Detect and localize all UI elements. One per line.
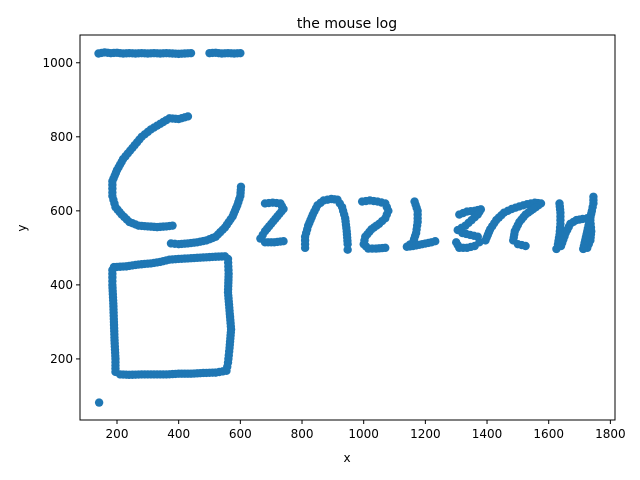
data-point <box>279 236 288 246</box>
data-point <box>186 48 196 58</box>
y-tick-label: 600 <box>50 204 73 218</box>
y-tick-label: 200 <box>50 352 73 366</box>
data-point <box>236 182 246 191</box>
x-tick-label: 1200 <box>410 427 441 441</box>
data-point <box>431 236 440 246</box>
data-point <box>343 245 352 254</box>
x-tick-label: 1600 <box>533 427 564 441</box>
x-tick-label: 800 <box>291 427 314 441</box>
data-point <box>451 238 461 247</box>
data-point <box>589 192 598 201</box>
x-tick-label: 200 <box>106 427 129 441</box>
chart-title: the mouse log <box>297 16 397 32</box>
x-tick-label: 1400 <box>472 427 503 441</box>
y-tick-label: 1000 <box>42 56 73 70</box>
y-tick-label: 800 <box>50 130 73 144</box>
data-point <box>381 243 390 253</box>
data-point <box>521 241 530 251</box>
y-tick-label: 400 <box>50 278 73 292</box>
x-tick-label: 1800 <box>595 427 626 441</box>
x-axis-ticks: 200 400 600 800 1000 1200 1400 1600 1800 <box>106 420 626 441</box>
data-point <box>236 48 245 58</box>
data-point <box>168 221 177 230</box>
data-point <box>94 398 104 407</box>
y-axis-label: y <box>15 224 29 231</box>
x-tick-label: 400 <box>167 427 190 441</box>
y-axis-ticks: 200 400 600 800 1000 <box>42 56 80 366</box>
x-axis-label: x <box>343 451 350 465</box>
x-tick-label: 600 <box>229 427 252 441</box>
data-point <box>108 265 117 275</box>
data-points <box>94 48 598 407</box>
plot-frame <box>79 34 616 421</box>
x-tick-label: 1000 <box>348 427 379 441</box>
